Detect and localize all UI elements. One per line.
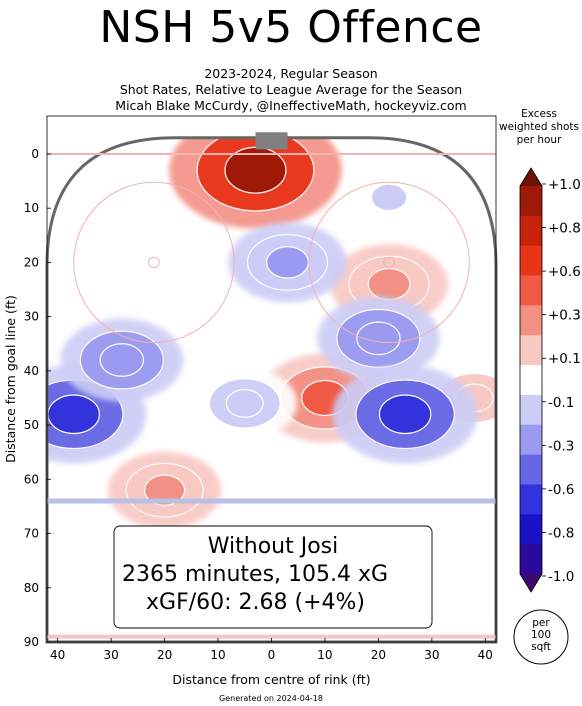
colorbar-title-line-2: weighted shots [498, 121, 579, 133]
unit-badge-label: sqft [531, 641, 551, 653]
x-tick-label: 20 [157, 648, 172, 662]
colorbar-segment [520, 335, 542, 366]
colorbar-segment [520, 454, 542, 485]
colorbar-tick-label: +0.1 [548, 351, 581, 367]
unit-badge-label: 100 [531, 629, 551, 641]
heat-region-core [99, 343, 145, 377]
colorbar-top-extension [520, 168, 542, 186]
colorbar-outline [519, 167, 543, 593]
heat-region-core [370, 183, 408, 212]
heat-region-core [47, 394, 100, 435]
colorbar-tick-label: -0.6 [548, 482, 574, 498]
y-tick-label: 50 [24, 418, 39, 432]
x-tick-label: 40 [50, 648, 65, 662]
faceoff-dot [148, 256, 160, 269]
faceoff-circle [308, 181, 470, 344]
unit-badge-circle [513, 609, 569, 665]
x-tick-label: 30 [104, 648, 119, 662]
heat-region-core [266, 246, 309, 279]
colorbar-bottom-extension [520, 574, 542, 592]
x-tick-label: 40 [478, 648, 493, 662]
x-tick-label: 30 [424, 648, 439, 662]
heat-regions [47, 137, 496, 529]
colorbar: +1.0 +0.8 +0.6 +0.3 +0.1 -0.1 -0.3 -0.6 -0.8 -1.0 [519, 167, 581, 593]
colorbar-title-line-3: per hour [516, 134, 562, 146]
colorbar-segment [520, 215, 542, 247]
rink-boards [45, 136, 498, 644]
faceoff-dot [383, 256, 395, 269]
colorbar-segment [520, 186, 542, 217]
colorbar-segment [520, 245, 542, 277]
colorbar-tick-label: -0.3 [548, 438, 574, 454]
unit-badge-label: per [532, 617, 550, 629]
colorbar-segment [520, 275, 542, 306]
colorbar-tick-label: +0.6 [548, 264, 581, 280]
x-tick-label: 0 [268, 648, 276, 662]
y-axis-label: Distance from goal line (ft) [3, 295, 18, 463]
colorbar-segment [520, 365, 542, 396]
goal-net [255, 132, 288, 150]
heat-region-core [225, 388, 264, 418]
subtitle-description: Shot Rates, Relative to League Average f… [119, 82, 463, 97]
colorbar-tick-label: -0.1 [548, 395, 574, 411]
generated-date: Generated on 2024-04-18 [219, 694, 323, 703]
y-tick-label: 40 [24, 364, 39, 378]
colorbar-segment [520, 305, 542, 336]
y-tick-label: 0 [31, 147, 39, 161]
y-tick-label: 20 [24, 255, 39, 269]
colorbar-segment [520, 544, 542, 575]
colorbar-segment [520, 424, 542, 456]
heat-region-core [143, 474, 186, 506]
x-tick-label: 10 [317, 648, 332, 662]
annotation-line: 2365 minutes, 105.4 xG [122, 562, 388, 587]
x-axis-label: Distance from centre of rink (ft) [172, 672, 370, 687]
colorbar-segment [520, 484, 542, 515]
colorbar-tick-label: +0.8 [548, 221, 581, 237]
annotation-line: Without Josi [208, 534, 339, 559]
colorbar-segment [520, 514, 542, 545]
chart-title: NSH 5v5 Offence [99, 2, 483, 53]
colorbar-segment [520, 394, 542, 426]
x-tick-label: 20 [371, 648, 386, 662]
annotation-box: Without Josi 2365 minutes, 105.4 xG xGF/60… [113, 525, 433, 629]
y-tick-label: 90 [24, 635, 39, 649]
y-tick-label: 80 [24, 581, 39, 595]
heat-region-core [367, 267, 411, 301]
y-tick-label: 30 [24, 310, 39, 324]
colorbar-tick-label: +0.3 [548, 308, 581, 324]
x-tick-label: 10 [210, 648, 225, 662]
y-tick-label: 60 [24, 472, 39, 486]
annotation-box-frame [113, 525, 433, 629]
y-tick-label: 10 [24, 201, 39, 215]
heat-region-core [356, 321, 401, 356]
colorbar-title-line-1: Excess [521, 108, 557, 120]
subtitle-author: Micah Blake McCurdy, @IneffectiveMath, h… [115, 98, 467, 113]
heat-region-core [378, 394, 432, 435]
colorbar-tick-label: +1.0 [548, 177, 581, 193]
colorbar-tick-label: -1.0 [548, 569, 574, 585]
annotation-line: xGF/60: 2.68 (+4%) [146, 590, 365, 615]
colorbar-tick-label: -0.8 [548, 525, 574, 541]
y-tick-label: 70 [24, 527, 39, 541]
axes: 40 30 20 10 0 10 20 30 40 0 10 20 30 40 50 60 70 80 90 Dist… [3, 115, 497, 687]
rink-markings [45, 132, 498, 644]
faceoff-circle [73, 181, 235, 344]
subtitle-season: 2023-2024, Regular Season [204, 66, 378, 81]
